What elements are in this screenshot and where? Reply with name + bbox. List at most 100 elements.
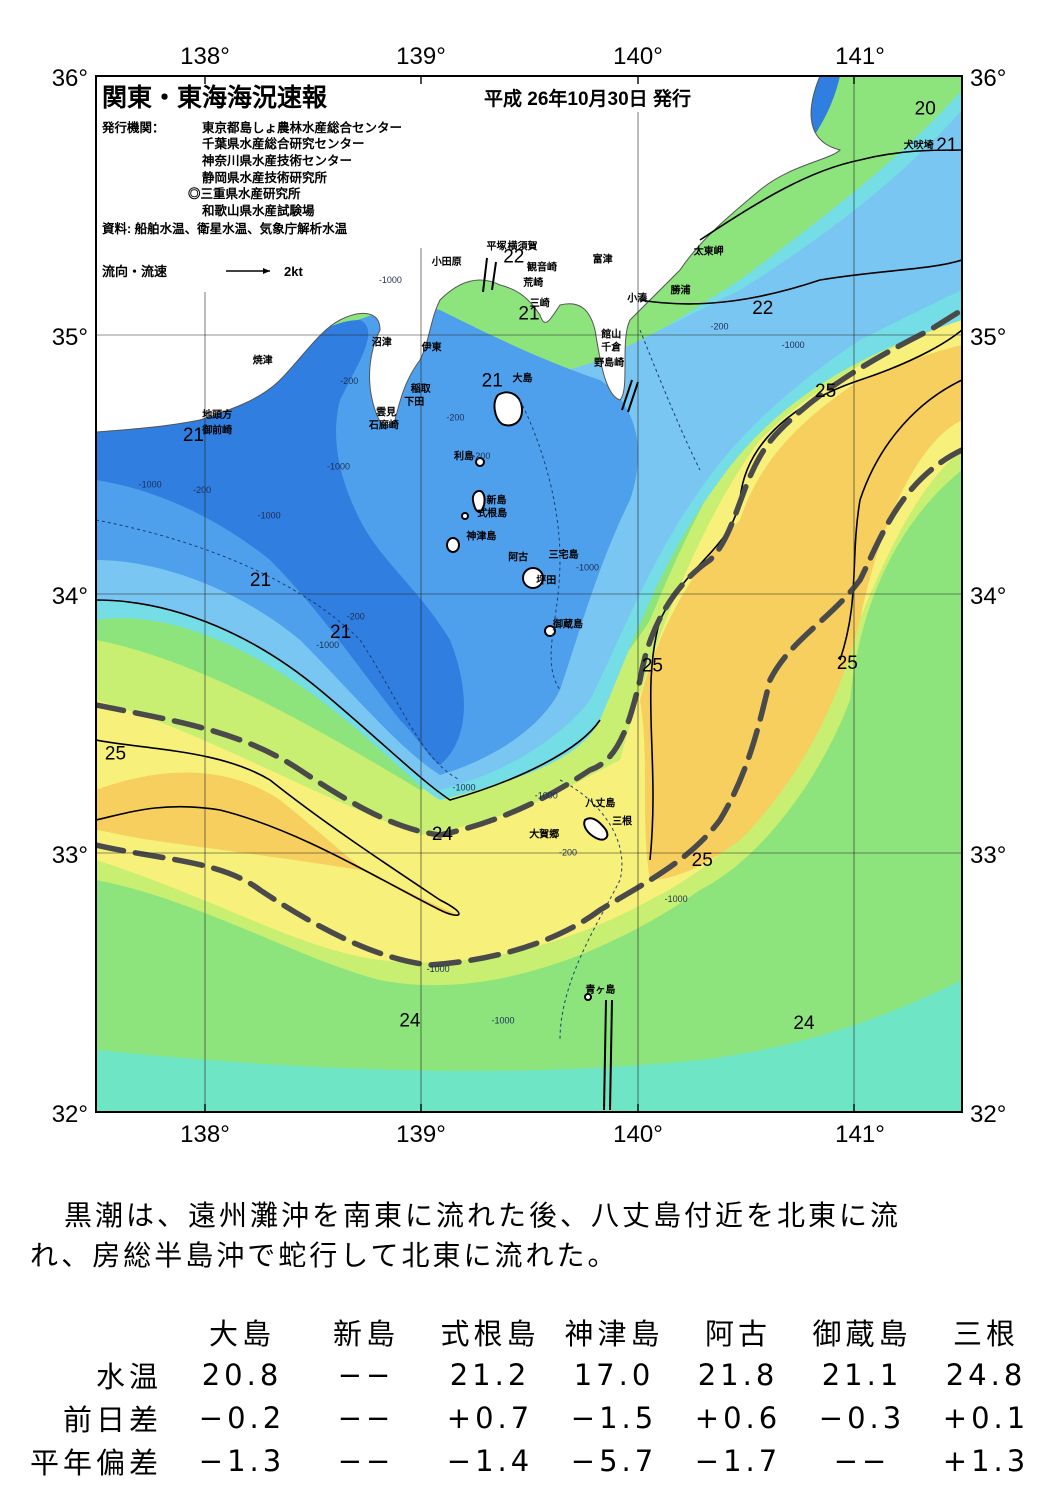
island-shikinejima xyxy=(461,512,469,520)
place-label: 大賀郷 xyxy=(529,828,559,841)
depth-label: -1000 xyxy=(491,1016,514,1026)
place-label: 犬吠埼 xyxy=(904,139,934,152)
lat-label-left: 32° xyxy=(52,1101,88,1128)
kuroshio-axis-south xyxy=(96,447,962,968)
place-label: 地頭方 xyxy=(202,408,232,421)
place-label: 小湊 xyxy=(626,291,648,304)
legend-flow-unit: 2kt xyxy=(284,264,303,279)
isotherm-label: 21 xyxy=(936,135,957,156)
depth-contour xyxy=(639,329,701,471)
depth-label: -200 xyxy=(472,451,490,461)
depth-label: -1000 xyxy=(379,275,402,285)
place-label: 利島 xyxy=(454,449,474,462)
current-arrow xyxy=(603,999,607,1111)
map-frame xyxy=(95,75,963,1113)
column-header: 神津島 xyxy=(564,1316,664,1351)
depth-label: -1000 xyxy=(452,783,475,793)
table-cell: −1.3 xyxy=(198,1443,286,1478)
table-corner xyxy=(28,1310,180,1353)
depth-contour xyxy=(559,779,623,1041)
place-label: 館山 xyxy=(600,328,621,341)
kuroshio-summary: 黒潮は、遠州灘沖を南東に流れた後、八丈島付近を北東に流 れ、房総半島沖で蛇行して… xyxy=(30,1196,1040,1276)
lon-label-top: 140° xyxy=(613,43,663,70)
island-aogashima xyxy=(584,993,592,1001)
sea-aqua-zone-south xyxy=(96,980,962,1112)
sea-deep-blue-zone xyxy=(96,320,464,765)
place-label: 御蔵島 xyxy=(552,618,583,631)
depth-label: -200 xyxy=(710,322,728,332)
column-header: 式根島 xyxy=(440,1316,540,1351)
isotherm-label: 25 xyxy=(815,381,836,402)
place-label: 三根 xyxy=(612,815,632,828)
isotherm-label: 25 xyxy=(105,744,126,765)
isotherm-label: 25 xyxy=(642,656,663,677)
place-label: 小田原 xyxy=(431,255,462,268)
row-header: 前日差 xyxy=(62,1402,162,1437)
isotherm-label: 21 xyxy=(183,425,204,446)
lon-label-top: 139° xyxy=(396,43,446,70)
table-row: 水温 20.8 −− 21.2 17.0 21.8 21.1 24.8 xyxy=(28,1353,1048,1396)
map-title: 関東・東海海況速報 xyxy=(102,83,328,112)
place-label: 坪田 xyxy=(536,574,556,587)
isotherm-label: 22 xyxy=(752,298,773,319)
depth-label: -1000 xyxy=(535,790,558,800)
table-cell: +0.1 xyxy=(942,1400,1030,1435)
observation-table: 大島 新島 式根島 神津島 阿古 御蔵島 三根 水温 20.8 −− 21.2 … xyxy=(28,1310,1048,1482)
place-label: 勝浦 xyxy=(671,284,691,297)
isotherm-line xyxy=(96,739,460,916)
depth-label: -200 xyxy=(446,412,464,422)
issuer-item: 和歌山県水産試験場 xyxy=(201,203,315,218)
island-oshima xyxy=(493,391,524,427)
place-label: 野島崎 xyxy=(594,356,624,369)
column-header: 三根 xyxy=(952,1316,1019,1351)
place-label: 荒崎 xyxy=(522,276,543,289)
lon-label-bottom: 139° xyxy=(396,1121,446,1148)
table-cell: −− xyxy=(337,1443,395,1478)
island-niijima xyxy=(471,489,486,513)
table-cell: 24.8 xyxy=(945,1357,1027,1392)
place-label: 三宅島 xyxy=(549,548,579,561)
lon-label-bottom: 141° xyxy=(835,1121,885,1148)
lat-label-right: 34° xyxy=(970,583,1006,610)
island-kozushima xyxy=(446,537,460,553)
row-header: 平年偏差 xyxy=(29,1445,162,1480)
isotherm-label: 25 xyxy=(692,850,713,871)
place-label: 焼津 xyxy=(253,354,273,367)
isotherm-label: 21 xyxy=(482,371,503,392)
depth-contours xyxy=(96,329,701,1041)
depth-label: -1000 xyxy=(316,640,339,650)
table-cell: −0.2 xyxy=(198,1400,286,1435)
table-cell: +1.3 xyxy=(942,1443,1030,1478)
issuers-label: 発行機関： xyxy=(101,120,165,135)
table-cell: 20.8 xyxy=(201,1357,283,1392)
depth-label: -1000 xyxy=(139,480,162,490)
lat-label-right: 33° xyxy=(970,842,1006,869)
header-panel xyxy=(96,76,476,248)
lat-label-right: 32° xyxy=(970,1101,1006,1128)
tick-marks xyxy=(204,76,855,1112)
island-hachijojima xyxy=(583,817,609,841)
summary-line: れ、房総半島沖で蛇行して北東に流れた。 xyxy=(30,1239,619,1272)
place-label: 新島 xyxy=(487,493,507,506)
place-label: 千倉 xyxy=(601,341,622,354)
depth-label: -200 xyxy=(559,847,577,857)
place-label: 平塚 xyxy=(487,240,507,253)
place-label: 八丈島 xyxy=(584,796,615,809)
place-label: 下田 xyxy=(404,396,424,408)
axis-labels: 138° 139° 140° 141° 138° 139° 140° 141° … xyxy=(52,43,1007,1148)
table-cell: 21.8 xyxy=(697,1357,779,1392)
table-cell: +0.6 xyxy=(694,1400,782,1435)
depth-label: -200 xyxy=(193,485,211,495)
isotherm-label: 24 xyxy=(793,1013,815,1034)
isotherm-label: 20 xyxy=(915,99,936,120)
current-arrow xyxy=(627,381,639,413)
legend-arrow-head xyxy=(263,268,270,274)
isotherm-label: 22 xyxy=(503,246,524,267)
table-row: 前日差 −0.2 −− +0.7 −1.5 +0.6 −0.3 +0.1 xyxy=(28,1396,1048,1439)
place-label: 青ヶ島 xyxy=(585,983,615,996)
issuer-item: 東京都島しょ農林水産総合センター xyxy=(202,120,402,135)
lat-label-left: 33° xyxy=(52,842,88,869)
summary-line: 黒潮は、遠州灘沖を南東に流れた後、八丈島付近を北東に流 xyxy=(64,1199,902,1232)
